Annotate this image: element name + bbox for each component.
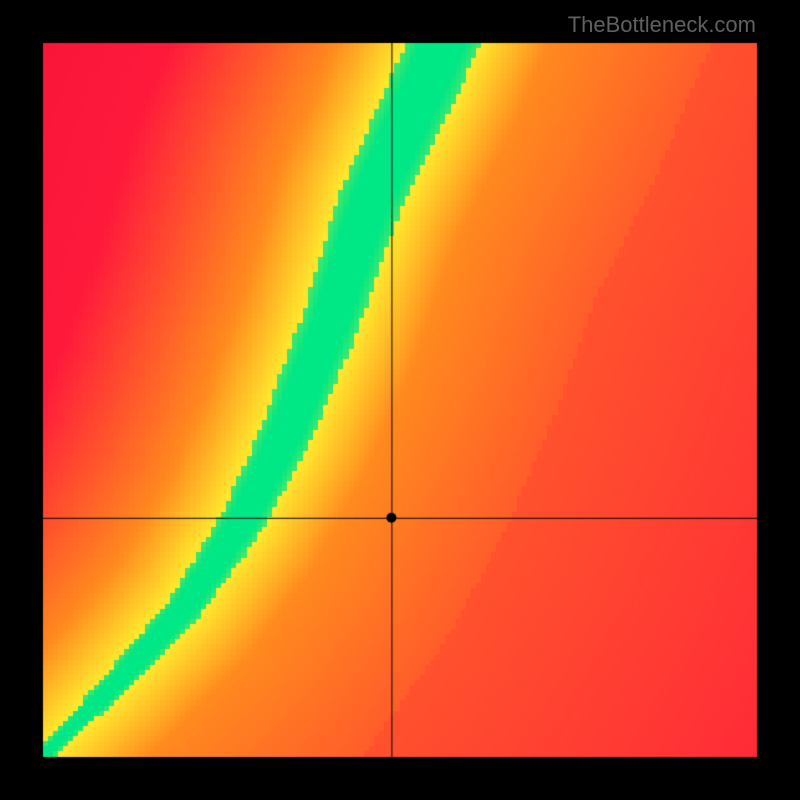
bottleneck-heatmap bbox=[0, 0, 800, 800]
chart-container: TheBottleneck.com bbox=[0, 0, 800, 800]
watermark-text: TheBottleneck.com bbox=[568, 12, 756, 38]
